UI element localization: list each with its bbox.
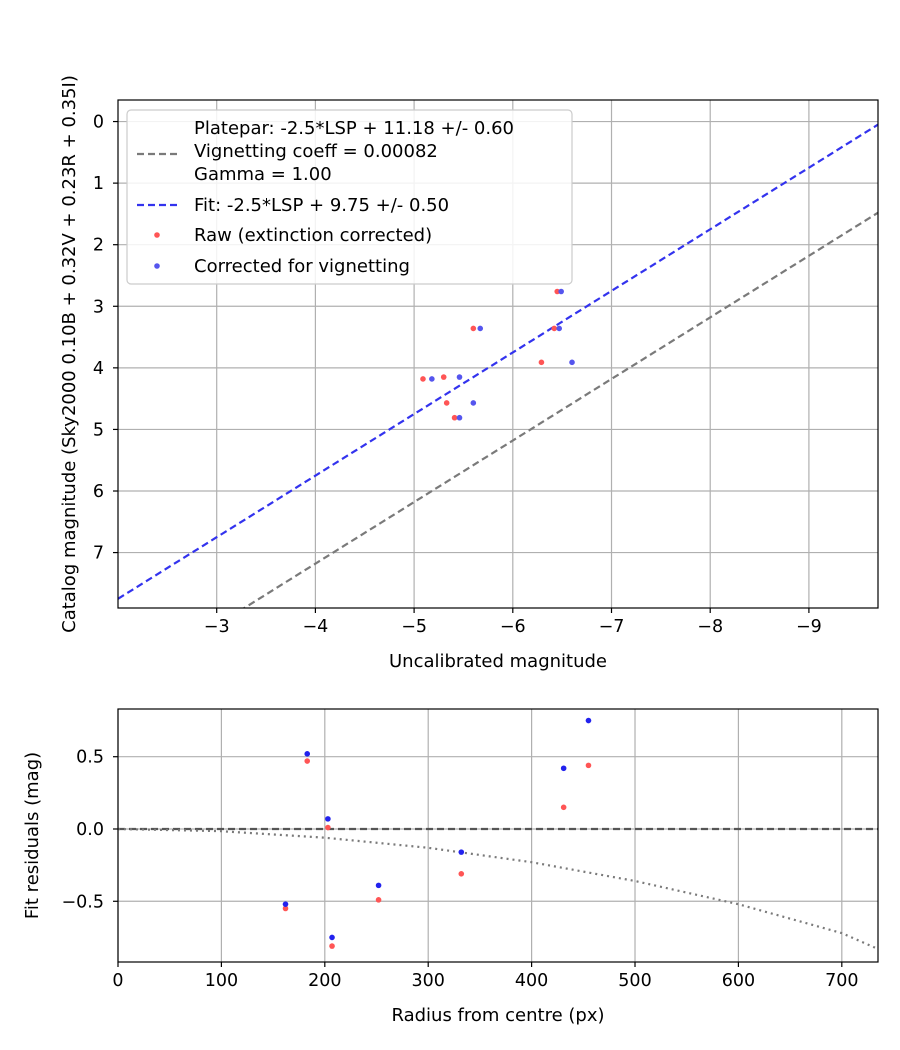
data-point <box>558 288 564 295</box>
y-tick-label: 4 <box>93 359 104 379</box>
y-tick-label: 6 <box>93 482 104 502</box>
x-tick-label: 400 <box>515 971 548 991</box>
legend-point-marker <box>154 232 160 238</box>
x-tick-label: −3 <box>204 617 230 637</box>
legend-entry: Corrected for vignetting <box>154 256 410 277</box>
x-tick-label: 700 <box>825 971 858 991</box>
calibration-plot: −3 −4 −5 −6 −7 −8 −9 0 1 2 3 4 5 6 7 Uncalibrated magni… <box>59 75 879 672</box>
axes-frame <box>117 708 879 963</box>
legend: Platepar: -2.5*LSP + 11.18 +/- 0.60Vigne… <box>126 109 573 285</box>
legend-entry: Raw (extinction corrected) <box>154 225 432 246</box>
legend-label: Corrected for vignetting <box>194 256 410 277</box>
data-point <box>560 804 567 811</box>
x-tick-label: −8 <box>697 617 723 637</box>
data-point <box>458 849 465 855</box>
y-tick-label: −0.5 <box>62 892 105 912</box>
data-point <box>329 943 335 949</box>
data-point <box>375 882 382 889</box>
x-tick-label: −9 <box>796 617 822 637</box>
y-tick-label: 0.0 <box>76 820 104 840</box>
y-tick-label: 1 <box>93 174 104 194</box>
data-point <box>451 414 458 421</box>
data-point <box>458 871 465 877</box>
y-tick-label: 3 <box>93 297 104 317</box>
data-point <box>375 897 382 903</box>
data-point <box>585 717 592 724</box>
data-point <box>304 751 311 757</box>
x-tick-label: 500 <box>618 971 651 991</box>
data-point <box>554 288 561 295</box>
data-point <box>456 374 463 380</box>
x-tick-label: 300 <box>412 971 445 991</box>
y-tick-label: 2 <box>93 236 104 256</box>
data-point <box>329 934 335 941</box>
x-tick-label: 600 <box>722 971 755 991</box>
data-point <box>440 374 447 380</box>
data-point <box>538 359 545 366</box>
data-point <box>551 325 558 332</box>
data-point <box>470 325 477 332</box>
data-point <box>556 325 562 332</box>
plot-area <box>118 717 878 951</box>
legend-label: Gamma = 1.00 <box>194 164 332 185</box>
y-tick-label: 7 <box>93 544 104 564</box>
data-point <box>304 758 311 764</box>
x-axis-label: Uncalibrated magnitude <box>389 651 607 672</box>
data-point <box>560 765 567 772</box>
legend-label: Vignetting coeff = 0.00082 <box>194 141 438 162</box>
series-line-1 <box>118 123 878 600</box>
data-point <box>585 762 592 769</box>
legend-box <box>126 109 573 285</box>
x-tick-label: −4 <box>302 617 328 637</box>
residuals-plot: 0 100 200 300 400 500 600 700 −0.5 0.0 0.5 Radius f… <box>22 708 879 1026</box>
x-tick-label: 200 <box>308 971 341 991</box>
data-point <box>477 325 484 332</box>
legend-label: Fit: -2.5*LSP + 9.75 +/- 0.50 <box>194 195 449 216</box>
data-point <box>282 901 289 907</box>
legend-point-marker <box>154 263 160 269</box>
legend-label: Raw (extinction corrected) <box>194 225 432 246</box>
y-tick-label: 5 <box>93 420 104 440</box>
legend-entry: Platepar: -2.5*LSP + 11.18 +/- 0.60Vigne… <box>137 118 514 185</box>
data-point <box>443 400 450 406</box>
data-point <box>325 824 331 831</box>
x-tick-label: 0 <box>112 971 123 991</box>
y-axis-label: Fit residuals (mag) <box>22 752 43 919</box>
data-point <box>325 816 331 822</box>
data-point <box>282 905 289 912</box>
data-point <box>429 376 435 382</box>
data-point <box>470 400 477 406</box>
y-tick-label: 0 <box>93 113 104 133</box>
legend-label: Platepar: -2.5*LSP + 11.18 +/- 0.60 <box>194 118 514 139</box>
legend-entry: Fit: -2.5*LSP + 9.75 +/- 0.50 <box>137 195 449 216</box>
x-axis-label: Radius from centre (px) <box>391 1005 604 1026</box>
y-tick-label: 0.5 <box>76 748 104 768</box>
x-tick-label: −7 <box>599 617 625 637</box>
y-axis-label: Catalog magnitude (Sky2000 0.10B + 0.32V… <box>59 75 80 633</box>
x-tick-label: −5 <box>401 617 427 637</box>
x-tick-label: 100 <box>205 971 238 991</box>
axes-frame <box>117 99 879 609</box>
data-point <box>456 414 463 421</box>
x-tick-label: −6 <box>500 617 526 637</box>
series-line-1 <box>118 827 878 951</box>
data-point <box>569 359 575 366</box>
data-point <box>420 376 426 382</box>
